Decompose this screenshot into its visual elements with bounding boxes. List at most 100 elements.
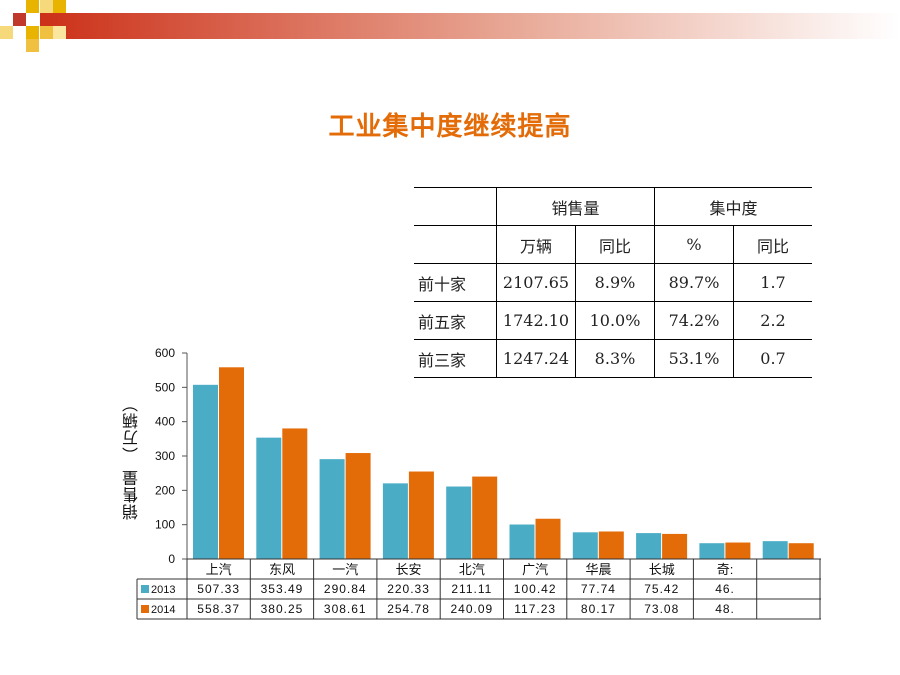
category-label: 广汽 — [522, 562, 548, 577]
table-cell: 10.0% — [575, 301, 655, 340]
category-label: 上汽 — [206, 562, 232, 577]
data-label: 100.42 — [514, 582, 557, 596]
category-label: 长安 — [396, 562, 422, 577]
table-cell: 89.7% — [654, 263, 734, 302]
bar-2014 — [282, 428, 308, 559]
data-label: 254.78 — [387, 602, 430, 616]
table-cell: 2107.65 — [496, 263, 576, 302]
data-label: 211.11 — [451, 582, 492, 596]
data-label: 507.33 — [197, 582, 240, 596]
bar-2014 — [788, 543, 814, 559]
table-cell: 1.7 — [733, 263, 812, 302]
header-decoration — [0, 0, 900, 52]
bar-2014 — [345, 453, 371, 559]
data-label: 73.08 — [644, 602, 679, 616]
deco-square — [26, 39, 39, 52]
bar-2014 — [219, 367, 244, 559]
bar-2013 — [193, 384, 218, 559]
subheader-cell: 同比 — [733, 225, 812, 264]
data-label: 77.74 — [581, 582, 616, 596]
bar-2013 — [256, 437, 282, 559]
table-header-row: 销售量 集中度 — [414, 187, 812, 226]
header-sales: 销售量 — [496, 187, 655, 226]
legend-label: 2014 — [151, 604, 175, 616]
table-cell: 53.1% — [654, 339, 734, 378]
bar-2013 — [446, 486, 472, 559]
deco-square — [13, 13, 26, 26]
concentration-table: 销售量 集中度 万辆 同比 % 同比 前十家 2107.65 8.9% 89.7… — [414, 187, 812, 378]
data-label: 80.17 — [581, 602, 616, 616]
data-label: 353.49 — [261, 582, 304, 596]
row-label: 前五家 — [414, 301, 497, 340]
legend-key-2014 — [141, 605, 149, 613]
data-label: 75.42 — [644, 582, 679, 596]
category-label: 长城 — [649, 562, 675, 577]
table-corner-cell — [414, 187, 497, 226]
table-cell: 74.2% — [654, 301, 734, 340]
data-label: 308.61 — [324, 602, 367, 616]
header-concentration: 集中度 — [654, 187, 812, 226]
subheader-cell: 同比 — [575, 225, 655, 264]
data-label: 240.09 — [450, 602, 493, 616]
bar-2014 — [472, 476, 498, 559]
deco-square — [26, 26, 39, 39]
y-tick-label: 600 — [155, 346, 175, 360]
data-label: 117.23 — [514, 602, 556, 616]
bar-2013 — [762, 541, 788, 559]
data-label: 46. — [715, 582, 735, 596]
table-subheader-row: 万辆 同比 % 同比 — [414, 225, 812, 264]
bar-2014 — [598, 531, 624, 559]
subheader-cell: % — [654, 225, 734, 264]
bar-2013 — [699, 543, 725, 559]
category-label: 华晨 — [585, 562, 611, 577]
category-label: 奇: — [717, 562, 734, 577]
y-tick-label: 400 — [155, 415, 175, 429]
y-tick-label: 500 — [155, 380, 175, 394]
y-tick-label: 100 — [155, 518, 175, 532]
legend-key-2013 — [141, 585, 149, 593]
y-tick-label: 0 — [168, 552, 175, 566]
page-title: 工业集中度继续提高 — [328, 112, 572, 142]
legend-label: 2013 — [151, 584, 175, 596]
table-row: 前三家 1247.24 8.3% 53.1% 0.7 — [414, 339, 812, 378]
subheader-cell: 万辆 — [496, 225, 576, 264]
table-corner-cell — [414, 225, 497, 264]
row-label: 前三家 — [414, 339, 497, 378]
bar-2013 — [572, 532, 598, 559]
table-cell: 2.2 — [733, 301, 812, 340]
deco-square — [0, 26, 13, 39]
category-label: 东风 — [269, 562, 295, 577]
bar-2014 — [535, 518, 561, 559]
category-label: 一汽 — [332, 562, 358, 577]
row-label: 前十家 — [414, 263, 497, 302]
data-label: 380.25 — [261, 602, 304, 616]
data-label: 220.33 — [387, 582, 430, 596]
table-cell: 0.7 — [733, 339, 812, 378]
data-label: 558.37 — [197, 602, 240, 616]
table-cell: 8.9% — [575, 263, 655, 302]
deco-square — [26, 0, 39, 13]
bar-2013 — [319, 459, 345, 559]
deco-square — [53, 26, 66, 39]
bar-2014 — [662, 533, 688, 559]
table-cell: 8.3% — [575, 339, 655, 378]
data-label: 48. — [715, 602, 735, 616]
bar-2013 — [382, 483, 408, 559]
header-gradient-bar — [40, 13, 900, 39]
data-label: 290.84 — [324, 582, 367, 596]
bar-2013 — [509, 524, 535, 559]
table-row: 前五家 1742.10 10.0% 74.2% 2.2 — [414, 301, 812, 340]
deco-square — [53, 0, 66, 13]
deco-square — [40, 26, 53, 39]
bar-2013 — [636, 533, 662, 559]
table-cell: 1742.10 — [496, 301, 576, 340]
category-label: 北汽 — [459, 562, 485, 577]
deco-square — [40, 0, 53, 13]
table-row: 前十家 2107.65 8.9% 89.7% 1.7 — [414, 263, 812, 302]
bar-2014 — [408, 471, 434, 559]
table-cell: 1247.24 — [496, 339, 576, 378]
bar-2014 — [725, 542, 751, 559]
y-tick-label: 300 — [155, 449, 175, 463]
y-tick-label: 200 — [155, 483, 175, 497]
